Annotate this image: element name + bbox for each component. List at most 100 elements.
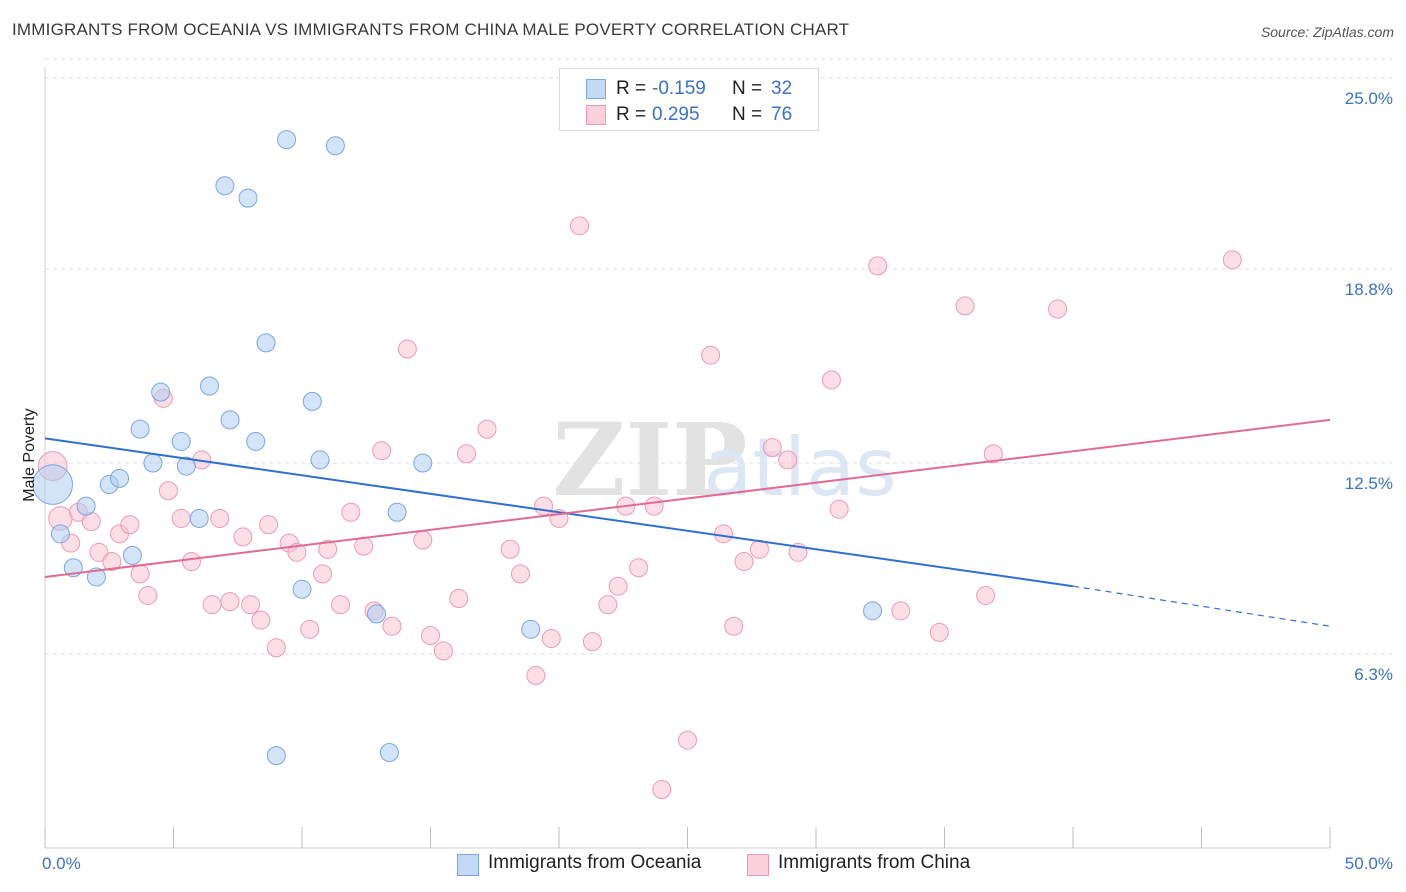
china-point	[1048, 299, 1068, 319]
china-point	[382, 616, 402, 636]
y-tick-label: 6.3%	[1354, 665, 1393, 684]
oceania-point	[171, 431, 191, 451]
oceania-point	[413, 453, 433, 473]
china-point	[233, 527, 253, 547]
china-point	[397, 339, 417, 359]
china-point	[220, 592, 240, 612]
oceania-point	[86, 567, 106, 587]
china-point	[541, 629, 561, 649]
china-point	[413, 530, 433, 550]
oceania-point	[246, 431, 266, 451]
oceania-point	[110, 468, 130, 488]
oceania-point	[325, 136, 345, 156]
china-point	[534, 496, 554, 516]
oceania-point	[266, 746, 286, 766]
china-point	[171, 508, 191, 528]
china-point	[644, 496, 664, 516]
china-point	[582, 632, 602, 652]
source-label: Source: ZipAtlas.com	[1260, 24, 1394, 40]
y-tick-label: 12.5%	[1345, 474, 1393, 493]
china-trend-line	[44, 418, 1331, 578]
legend-n-label: N =	[732, 104, 763, 125]
china-point	[1222, 250, 1242, 270]
china-point	[678, 730, 697, 750]
legend-n-value: 32	[771, 78, 793, 99]
china-point	[701, 345, 721, 365]
trend-lines	[44, 418, 1331, 627]
correlation-legend: R = -0.159 N = 32 R = 0.295 N = 76	[559, 68, 819, 131]
oceania-point	[220, 410, 240, 430]
china-point	[331, 595, 351, 615]
oceania-point	[199, 376, 219, 396]
series-swatch-china	[747, 854, 769, 876]
china-point	[421, 625, 440, 645]
china-point	[241, 595, 261, 615]
x-tick-label: 50.0%	[1345, 854, 1393, 873]
oceania-point	[310, 450, 330, 470]
oceania-point	[143, 453, 163, 473]
series-label-china: Immigrants from China	[778, 852, 971, 873]
china-point	[955, 296, 975, 316]
china-point	[526, 666, 546, 686]
china-point	[102, 552, 122, 572]
oceania-point	[863, 601, 883, 621]
oceania-trend-line	[44, 437, 1074, 588]
china-point	[929, 622, 949, 642]
oceania-point	[176, 456, 196, 476]
china-point	[341, 502, 361, 522]
oceania-point	[256, 333, 276, 353]
china-point	[477, 419, 497, 439]
oceania-point	[50, 524, 70, 544]
china-point	[570, 216, 590, 236]
china-point	[251, 610, 271, 630]
china-point	[821, 370, 841, 390]
china-point	[976, 585, 996, 605]
china-point	[158, 481, 178, 501]
oceania-point	[367, 604, 387, 624]
oceania-point	[189, 508, 209, 528]
oceania-point	[302, 391, 322, 411]
legend-r-label: R =	[616, 78, 647, 99]
china-point	[449, 589, 469, 609]
oceania-point	[122, 545, 142, 565]
china-point	[983, 444, 1003, 464]
legend-r-value: -0.159	[652, 78, 706, 99]
china-point	[762, 438, 782, 458]
oceania-point	[277, 130, 297, 150]
china-point	[608, 576, 628, 596]
watermark-atlas: atlas	[703, 421, 896, 514]
china-point	[456, 444, 476, 464]
series-swatch-oceania	[457, 854, 479, 876]
legend-r-label: R =	[616, 104, 647, 125]
oceania-trend-extension	[1072, 585, 1331, 627]
china-point	[500, 539, 520, 559]
y-tick-label: 18.8%	[1345, 280, 1393, 299]
china-point	[629, 558, 649, 578]
oceania-point	[379, 743, 399, 763]
china-point	[89, 542, 109, 562]
china-point	[713, 524, 733, 544]
china-point	[318, 539, 338, 559]
tick-labels: 6.3% 12.5% 18.8% 25.0% 0.0% 50.0%	[42, 89, 1393, 873]
y-tick-label: 25.0%	[1345, 89, 1393, 108]
legend-n-value: 76	[771, 104, 793, 125]
china-point	[210, 508, 230, 528]
china-point	[287, 542, 307, 562]
china-point	[734, 552, 754, 572]
oceania-point	[32, 464, 74, 505]
y-axis-label: Male Poverty	[21, 408, 38, 501]
china-point	[510, 564, 530, 584]
legend-swatch-china	[586, 105, 606, 125]
china-point	[868, 256, 888, 276]
series-label-oceania: Immigrants from Oceania	[488, 852, 702, 873]
oceania-point	[387, 502, 407, 522]
oceania-point	[151, 382, 171, 402]
china-point	[829, 499, 849, 519]
china-point	[372, 441, 392, 461]
china-point	[300, 619, 320, 639]
china-point	[778, 450, 798, 470]
oceania-point	[292, 579, 312, 599]
x-tick-label: 0.0%	[42, 854, 81, 873]
oceania-point	[521, 619, 541, 639]
